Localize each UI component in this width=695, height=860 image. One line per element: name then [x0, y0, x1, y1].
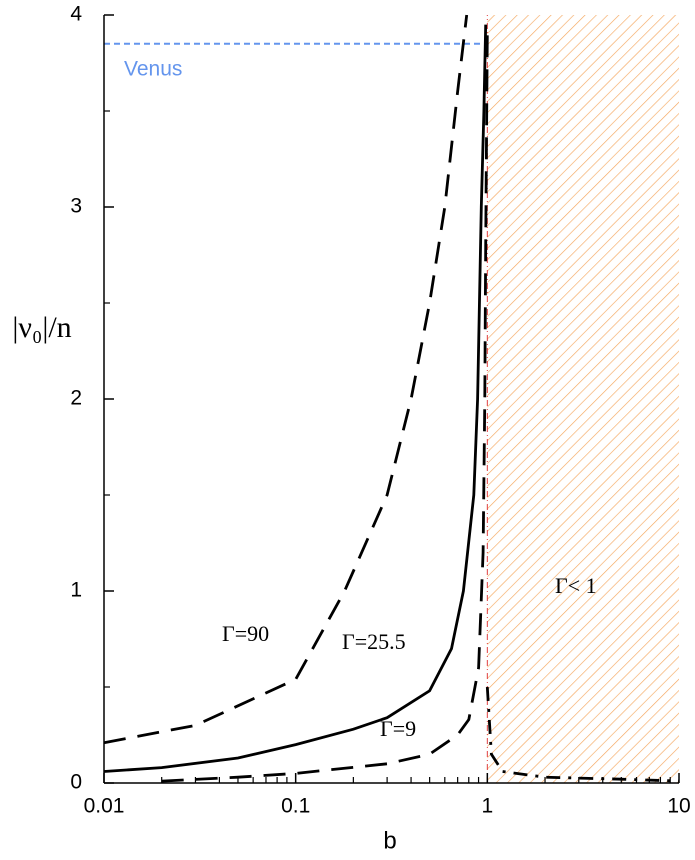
series-label: Γ=9 — [380, 716, 416, 741]
series-line — [161, 34, 489, 783]
y-tick-label: 4 — [70, 3, 82, 26]
shaded-region — [487, 15, 679, 783]
series-line — [485, 686, 680, 783]
reference-label: Venus — [124, 57, 182, 80]
series-line — [103, 24, 488, 773]
series-label: Γ=90 — [222, 621, 269, 646]
y-tick-label: 2 — [70, 387, 82, 410]
x-axis-label: b — [383, 827, 396, 854]
series-label: Γ< 1 — [555, 573, 597, 598]
y-tick-label: 0 — [70, 771, 82, 794]
y-tick-label: 1 — [70, 579, 82, 602]
x-tick-label: 10 — [667, 795, 690, 818]
y-axis-label: |ν₀|/n — [12, 311, 71, 344]
x-tick-label: 0.01 — [84, 795, 125, 818]
series-label: Γ=25.5 — [342, 629, 406, 654]
series-line — [103, 14, 469, 745]
y-tick-label: 3 — [70, 195, 82, 218]
x-tick-label: 1 — [481, 795, 493, 818]
x-tick-label: 0.1 — [281, 795, 310, 818]
